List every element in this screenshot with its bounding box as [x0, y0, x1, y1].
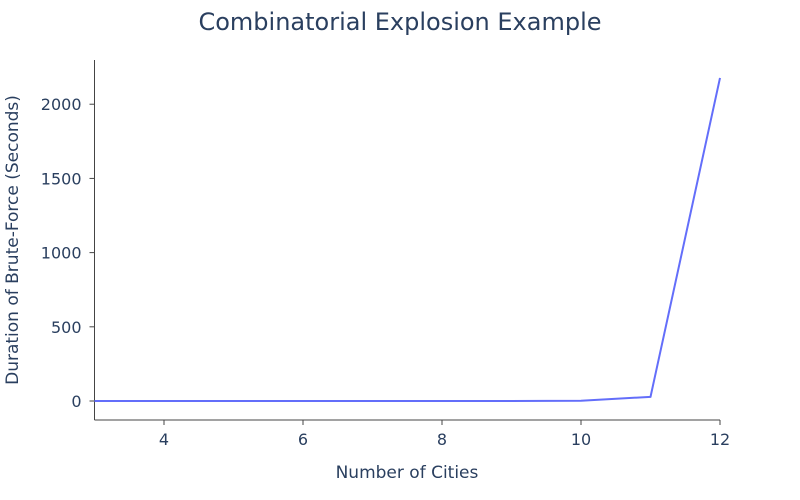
y-axis-label: Duration of Brute-Force (Seconds) — [3, 95, 23, 385]
x-tick-label: 6 — [298, 430, 308, 449]
series-line — [94, 77, 721, 403]
chart-title: Combinatorial Explosion Example — [198, 8, 601, 36]
x-tick-label: 8 — [437, 430, 447, 449]
x-tick-label: 10 — [571, 430, 591, 449]
x-tick-label: 12 — [710, 430, 730, 449]
y-tick-label: 0 — [71, 392, 81, 411]
y-tick-label: 1500 — [41, 169, 82, 188]
y-tick-label: 500 — [51, 318, 82, 337]
y-tick-label: 2000 — [41, 95, 82, 114]
x-axis-label: Number of Cities — [336, 463, 479, 483]
x-tick-label: 4 — [159, 430, 169, 449]
y-tick-label: 1000 — [41, 244, 82, 263]
